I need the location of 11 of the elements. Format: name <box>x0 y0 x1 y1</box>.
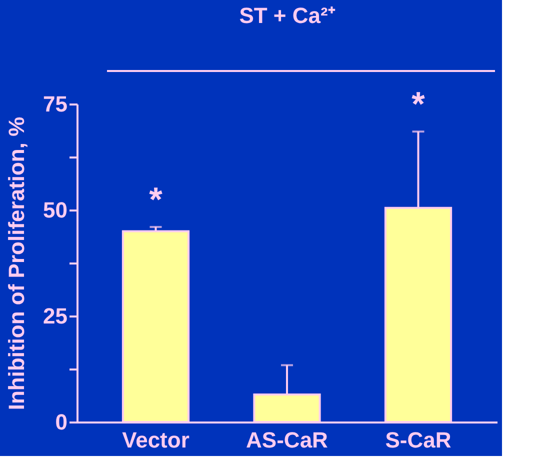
y-tick-label: 25 <box>43 304 68 328</box>
x-tick-label: Vector <box>122 428 190 452</box>
y-axis-title: Inhibition of Proliferation, % <box>4 116 30 410</box>
annotation: * <box>412 86 426 124</box>
y-tick-label: 50 <box>43 198 68 222</box>
y-tick-label: 0 <box>55 410 68 434</box>
annotation: * <box>149 180 164 219</box>
x-tick-label: AS-CaR <box>246 428 328 452</box>
y-tick-label: 75 <box>43 92 68 116</box>
x-tick-label: S-CaR <box>385 428 452 452</box>
chart-title: ST + Ca²⁺ <box>239 3 336 28</box>
